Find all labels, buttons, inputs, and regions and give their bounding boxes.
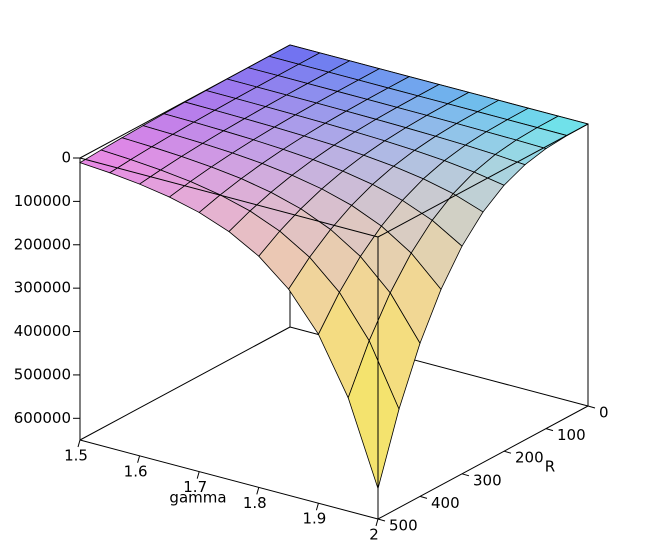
y-tick-label: 100 <box>557 426 586 444</box>
z-tick-label: 600000 <box>14 409 71 427</box>
x-tick-label: 1.7 <box>183 478 207 496</box>
x-tick <box>77 439 81 448</box>
y-tick <box>419 495 428 499</box>
x-tick-label: 1.6 <box>124 462 148 480</box>
z-tick-label: 500000 <box>14 365 71 383</box>
x-tick-label: 2 <box>369 526 379 544</box>
x-tick <box>137 455 141 463</box>
box-edge <box>377 123 589 238</box>
y-axis-label: R <box>545 458 555 476</box>
x-tick <box>256 487 260 495</box>
box-edge <box>377 405 589 520</box>
x-tick <box>315 503 319 511</box>
y-tick-label: 500 <box>389 517 418 535</box>
x-tick <box>375 518 379 527</box>
box-edge <box>79 439 379 520</box>
y-tick-label: 300 <box>473 471 502 489</box>
y-tick <box>587 405 596 409</box>
box-edge <box>79 157 379 238</box>
y-tick <box>503 450 512 454</box>
z-tick-label: 400000 <box>14 322 71 340</box>
y-tick <box>545 428 554 432</box>
x-tick <box>196 471 200 479</box>
y-tick-label: 0 <box>599 404 609 422</box>
box-edge <box>79 326 291 441</box>
z-tick-label: 0 <box>61 149 71 167</box>
x-tick-label: 1.9 <box>302 510 326 528</box>
y-tick-label: 200 <box>515 449 544 467</box>
y-tick <box>461 473 470 477</box>
x-tick-label: 1.8 <box>243 494 267 512</box>
x-tick-label: 1.5 <box>64 447 88 465</box>
x-axis-label: gamma <box>169 489 226 507</box>
z-tick-label: 300000 <box>14 279 71 297</box>
z-tick-label: 100000 <box>14 192 71 210</box>
y-tick <box>377 518 386 522</box>
y-tick-label: 400 <box>431 494 460 512</box>
z-tick-label: 200000 <box>14 235 71 253</box>
